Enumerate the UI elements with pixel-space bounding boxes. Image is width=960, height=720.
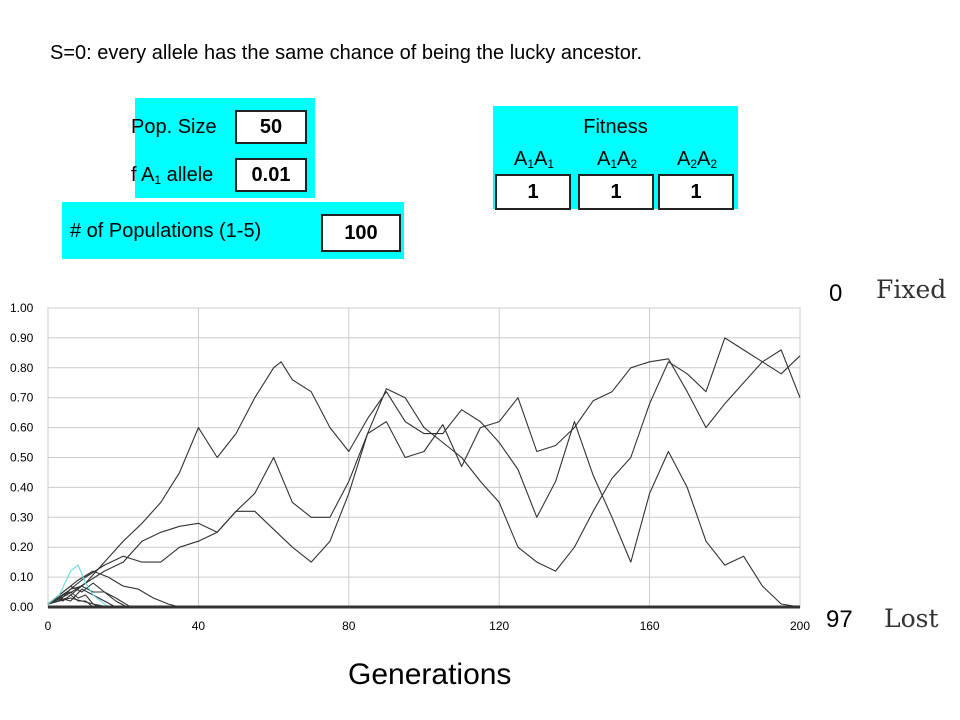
genotype-letter: A <box>676 148 691 170</box>
allele-label-prefix: f A <box>131 164 155 186</box>
y-tick-label: 0.80 <box>10 361 34 375</box>
genotype-letter: A <box>513 148 528 170</box>
allele-label-suffix: allele <box>161 164 214 186</box>
genotype-subscript: 1 <box>610 157 617 171</box>
chart-series <box>47 337 801 609</box>
y-tick-label: 0.00 <box>10 600 34 614</box>
series-line-8 <box>47 585 131 608</box>
fitness-genotype-label: A1A1 <box>498 148 570 171</box>
x-tick-label: 40 <box>192 619 206 633</box>
y-tick-label: 0.10 <box>10 570 34 584</box>
x-tick-label: 0 <box>45 619 52 633</box>
populations-input[interactable]: 100 <box>321 214 401 252</box>
allele-label-sub: 1 <box>154 173 162 187</box>
fixed-count: 0 <box>829 280 843 307</box>
genotype-letter: A <box>697 148 711 170</box>
fitness-genotype-label: A2A2 <box>661 148 733 171</box>
series-line-5 <box>47 582 128 608</box>
allele-frequency-label: f A1 allele <box>131 164 213 187</box>
pop-size-input[interactable]: 50 <box>235 110 307 144</box>
genotype-letter: A <box>596 148 611 170</box>
series-line-11 <box>47 564 109 608</box>
genotype-subscript: 2 <box>630 157 638 171</box>
pop-size-label: Pop. Size <box>131 116 217 138</box>
y-tick-label: 0.40 <box>10 480 34 494</box>
lost-label: Lost <box>884 604 939 633</box>
y-tick-label: 0.20 <box>10 540 34 554</box>
caption-text: S=0: every allele has the same chance of… <box>50 42 643 64</box>
fitness-value-input[interactable]: 1 <box>578 174 654 210</box>
y-tick-label: 0.60 <box>10 421 34 435</box>
y-tick-label: 1.00 <box>10 301 34 315</box>
genotype-subscript: 1 <box>527 157 534 171</box>
series-line-2 <box>47 337 801 605</box>
x-tick-label: 200 <box>790 619 810 633</box>
y-tick-label: 0.50 <box>10 451 34 465</box>
allele-frequency-input[interactable]: 0.01 <box>235 158 307 192</box>
x-tick-label: 160 <box>640 619 660 633</box>
chart-ticks: 0.00 0.10 0.20 0.30 0.40 0.50 0.60 0.70 0.80 0.90… <box>10 301 810 633</box>
fitness-value-input[interactable]: 1 <box>495 174 571 210</box>
fixed-label: Fixed <box>876 275 947 304</box>
fitness-panel: Fitness A1A1 1 A1A2 1 A2A2 1 <box>493 106 738 210</box>
genotype-subscript: 2 <box>690 157 697 171</box>
y-tick-label: 0.70 <box>10 391 34 405</box>
parameters-panel: Pop. Size 50 f A1 allele 0.01 <box>131 98 315 198</box>
x-tick-label: 80 <box>342 619 356 633</box>
series-line-10 <box>47 597 109 608</box>
genotype-subscript: 1 <box>547 157 555 171</box>
lost-count: 97 <box>826 606 853 633</box>
populations-panel: # of Populations (1-5) 100 <box>62 202 404 259</box>
genotype-subscript: 2 <box>710 157 718 171</box>
series-line-1 <box>47 361 801 608</box>
y-tick-label: 0.30 <box>10 510 34 524</box>
genotype-letter: A <box>534 148 548 170</box>
series-line-3 <box>47 349 801 605</box>
genotype-letter: A <box>617 148 631 170</box>
fitness-title: Fitness <box>583 116 648 138</box>
fitness-value-input[interactable]: 1 <box>658 174 734 210</box>
x-axis-title: Generations <box>348 658 512 691</box>
fitness-genotype-label: A1A2 <box>581 148 653 171</box>
x-tick-label: 120 <box>489 619 509 633</box>
y-tick-label: 0.90 <box>10 331 34 345</box>
series-line-7 <box>47 591 101 608</box>
populations-label: # of Populations (1-5) <box>70 220 262 242</box>
